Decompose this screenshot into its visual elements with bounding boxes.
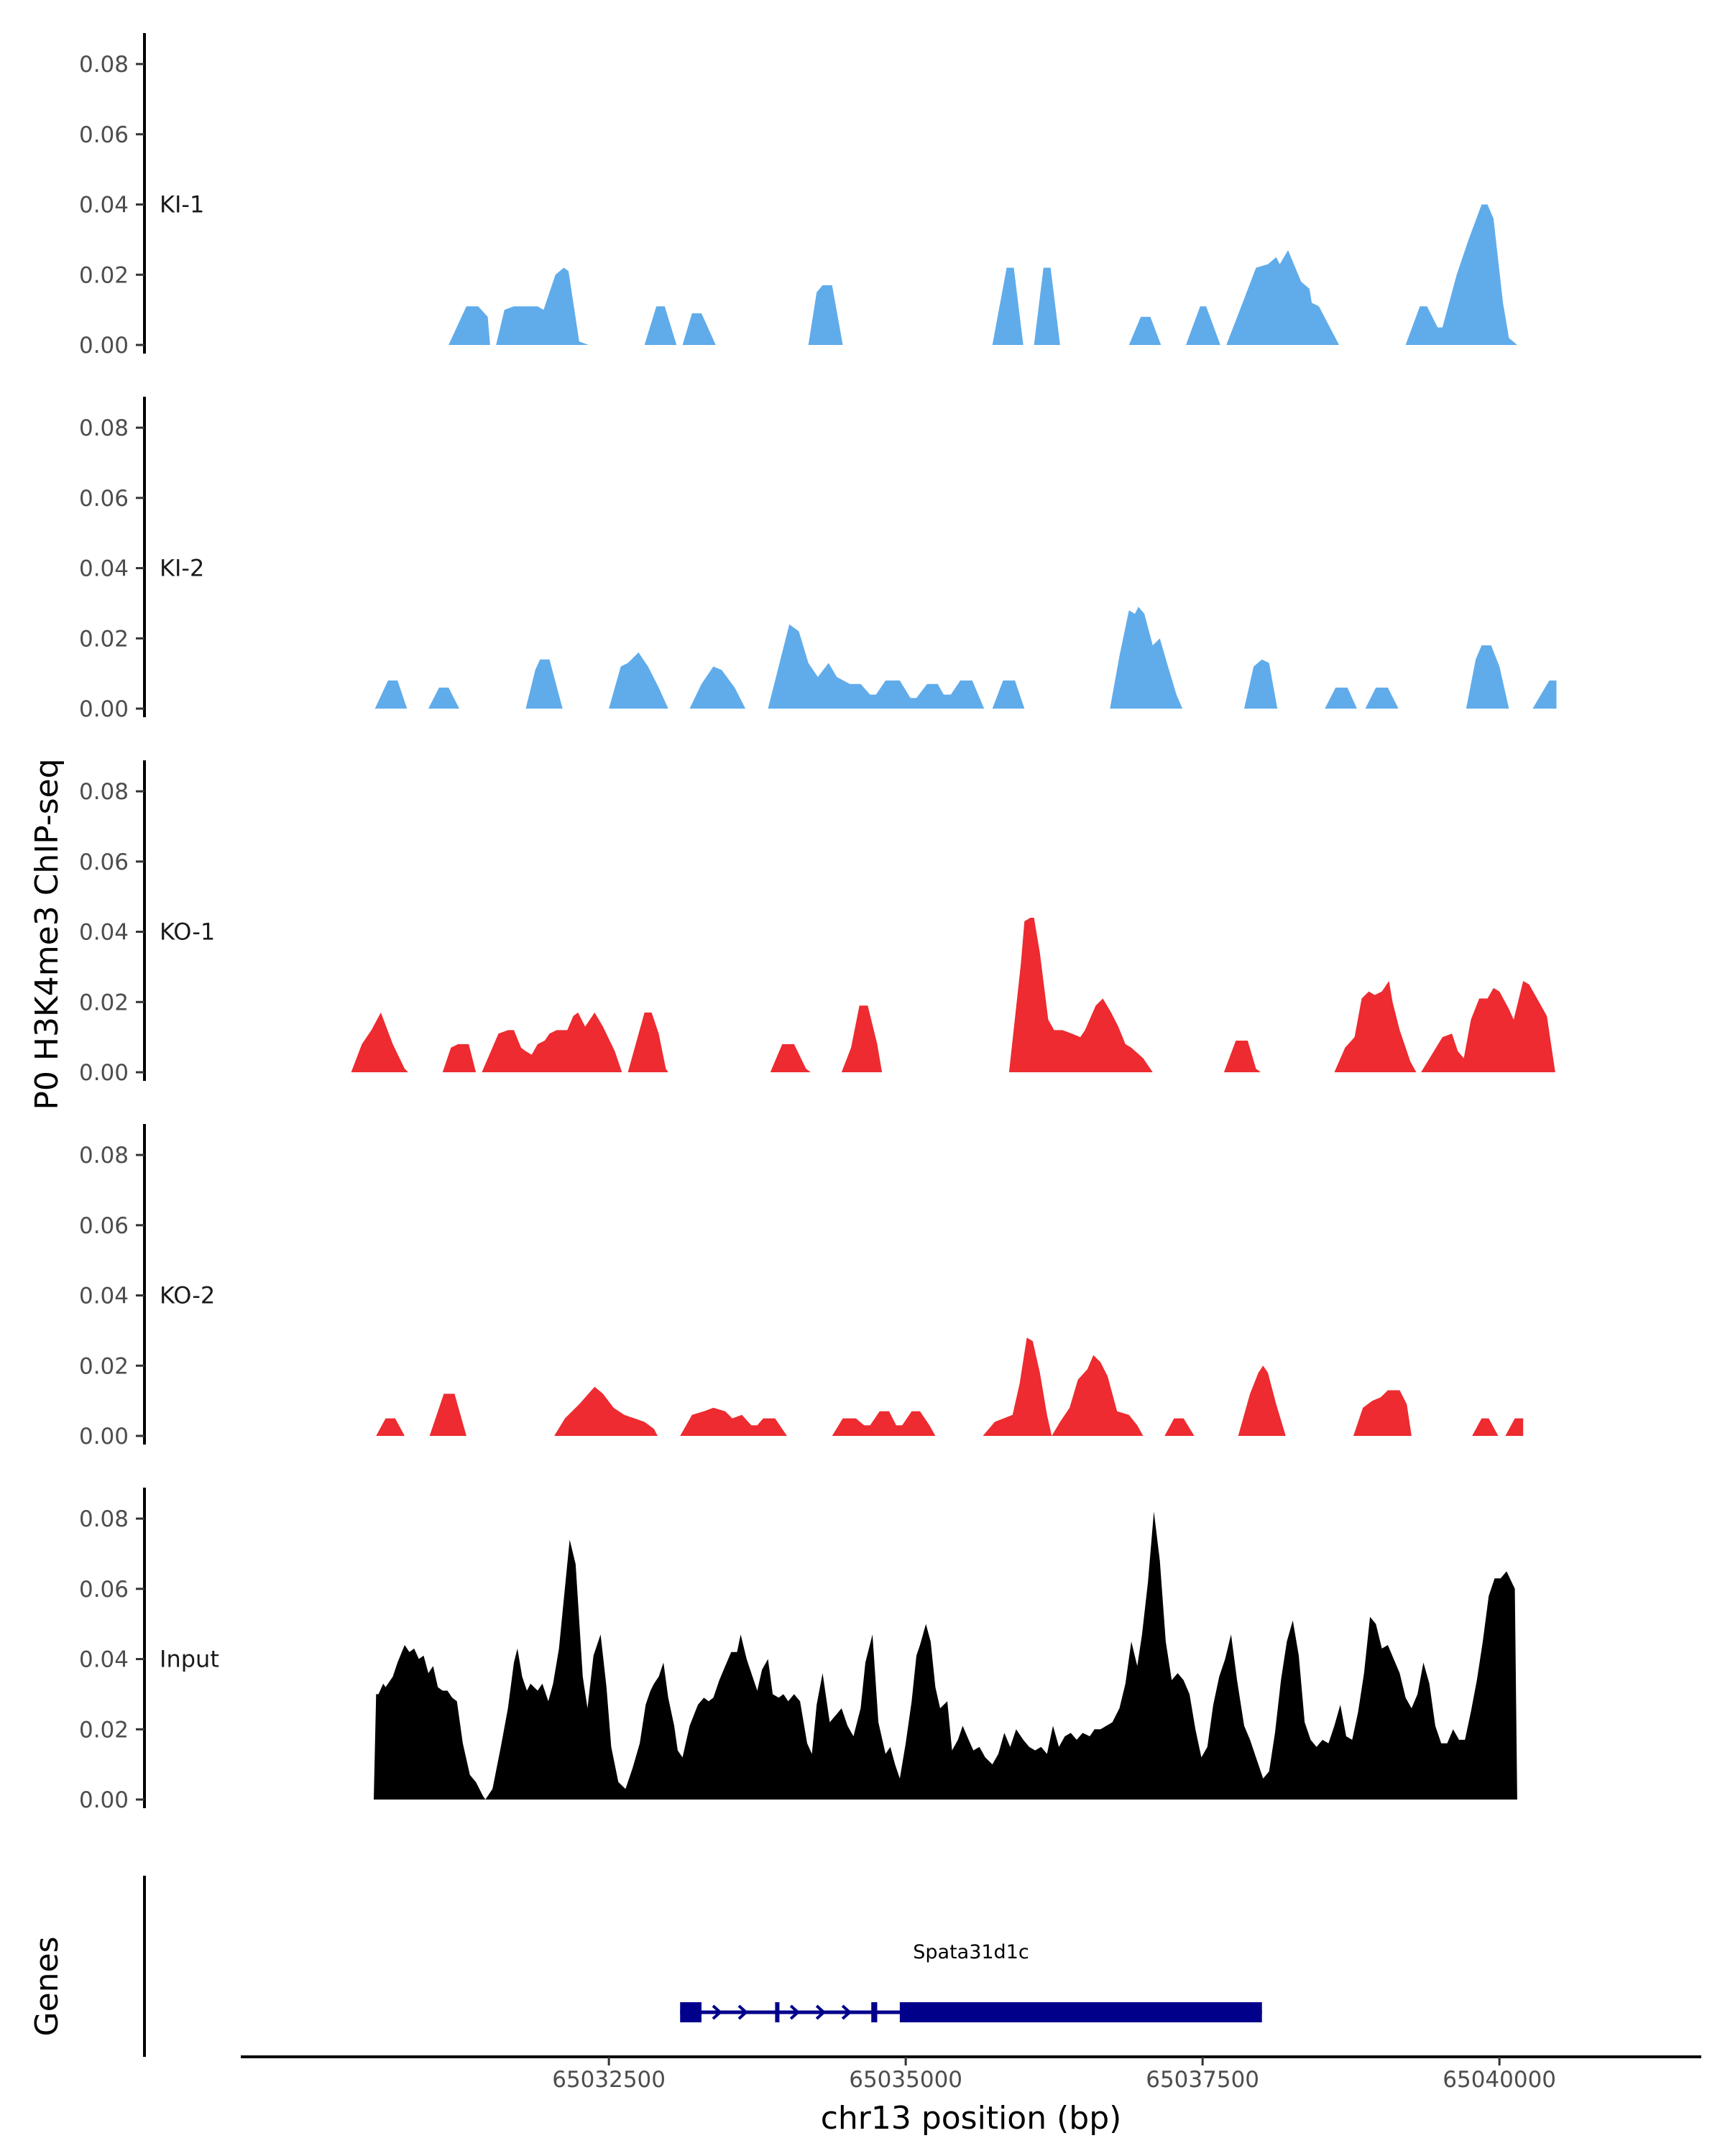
x-tick-label-1: 65035000 <box>849 2067 962 2093</box>
strand-chevron <box>841 2004 852 2020</box>
gene-exon-1 <box>775 2002 780 2022</box>
coverage-area-ki-1 <box>448 204 1517 345</box>
strand-chevron <box>737 2004 748 2020</box>
y-tick-label-ko-1-3: 0.06 <box>79 849 129 875</box>
track-panel-ko-2: 0.00 0.02 0.04 0.06 0.08 KO-2 <box>79 1124 1524 1450</box>
strand-chevron <box>789 2004 801 2020</box>
y-tick-label-ki-2-1: 0.02 <box>79 626 129 652</box>
coverage-area-ki-2 <box>374 607 1557 709</box>
coverage-area-ko-1 <box>351 918 1555 1072</box>
y-tick-label-ko-2-3: 0.06 <box>79 1213 129 1239</box>
gene-track-title: Genes <box>29 1936 65 2036</box>
gene-track: Genes Spata31d1c <box>29 1876 1262 2057</box>
y-tick-label-ko-2-4: 0.08 <box>79 1143 129 1169</box>
y-tick-label-ko-1-2: 0.04 <box>79 920 129 946</box>
track-label-ki-1: KI-1 <box>160 191 204 218</box>
track-label-ko-1: KO-1 <box>160 918 215 946</box>
y-tick-label-ki-1-3: 0.06 <box>79 122 129 148</box>
track-panel-ko-1: 0.00 0.02 0.04 0.06 0.08 KO-1 <box>79 760 1555 1086</box>
track-panel-input: 0.00 0.02 0.04 0.06 0.08 Input <box>79 1488 1517 1813</box>
y-tick-label-ki-1-0: 0.00 <box>79 333 129 359</box>
y-tick-label-ko-2-2: 0.04 <box>79 1284 129 1309</box>
y-tick-label-ki-2-2: 0.04 <box>79 556 129 582</box>
track-label-ko-2: KO-2 <box>160 1282 215 1309</box>
y-tick-label-input-2: 0.04 <box>79 1647 129 1673</box>
coverage-area-input <box>374 1511 1517 1800</box>
strand-chevron <box>712 2004 722 2020</box>
y-tick-label-input-3: 0.06 <box>79 1577 129 1603</box>
x-tick-label-2: 65037500 <box>1146 2067 1259 2093</box>
y-tick-label-ko-2-0: 0.00 <box>79 1424 129 1450</box>
y-tick-label-ko-1-0: 0.00 <box>79 1060 129 1086</box>
y-tick-label-ko-1-1: 0.02 <box>79 990 129 1015</box>
y-tick-label-ko-2-1: 0.02 <box>79 1353 129 1379</box>
y-tick-label-ki-2-0: 0.00 <box>79 696 129 722</box>
gene-name-label: Spata31d1c <box>913 1941 1029 1963</box>
y-tick-label-input-4: 0.08 <box>79 1506 129 1532</box>
track-panel-ki-2: 0.00 0.02 0.04 0.06 0.08 KI-2 <box>79 397 1557 722</box>
y-tick-label-ko-1-4: 0.08 <box>79 779 129 805</box>
x-tick-label-0: 65032500 <box>552 2067 666 2093</box>
x-axis-title: chr13 position (bp) <box>821 2100 1122 2137</box>
track-label-input: Input <box>160 1646 219 1673</box>
y-tick-label-ki-1-2: 0.04 <box>79 193 129 218</box>
gene-exon-3 <box>899 2002 1262 2022</box>
y-tick-label-ki-2-4: 0.08 <box>79 415 129 441</box>
y-tick-label-ki-1-1: 0.02 <box>79 262 129 288</box>
strand-chevron <box>815 2004 827 2020</box>
coverage-area-ko-2 <box>376 1337 1524 1436</box>
track-panel-ki-1: 0.00 0.02 0.04 0.06 0.08 KI-1 <box>79 33 1517 359</box>
y-tick-label-input-0: 0.00 <box>79 1787 129 1813</box>
coverage-tracks: 0.00 0.02 0.04 0.06 0.08 KI-1 0.00 0.02 0.04 0.06… <box>79 33 1557 1813</box>
gene-exon-0 <box>680 2002 702 2022</box>
gene-exon-2 <box>871 2002 878 2022</box>
x-tick-label-3: 65040000 <box>1443 2067 1556 2093</box>
y-tick-label-ki-2-3: 0.06 <box>79 486 129 512</box>
y-axis-title: P0 H3K4me3 ChIP-seq <box>29 758 65 1110</box>
track-label-ki-2: KI-2 <box>160 555 204 582</box>
x-axis: chr13 position (bp) 65032500 65035000 6503… <box>241 2055 1701 2137</box>
y-tick-label-input-1: 0.02 <box>79 1717 129 1743</box>
y-tick-label-ki-1-4: 0.08 <box>79 52 129 78</box>
